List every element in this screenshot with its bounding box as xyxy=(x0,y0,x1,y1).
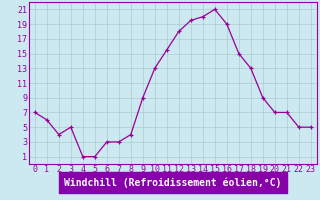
X-axis label: Windchill (Refroidissement éolien,°C): Windchill (Refroidissement éolien,°C) xyxy=(64,177,282,188)
